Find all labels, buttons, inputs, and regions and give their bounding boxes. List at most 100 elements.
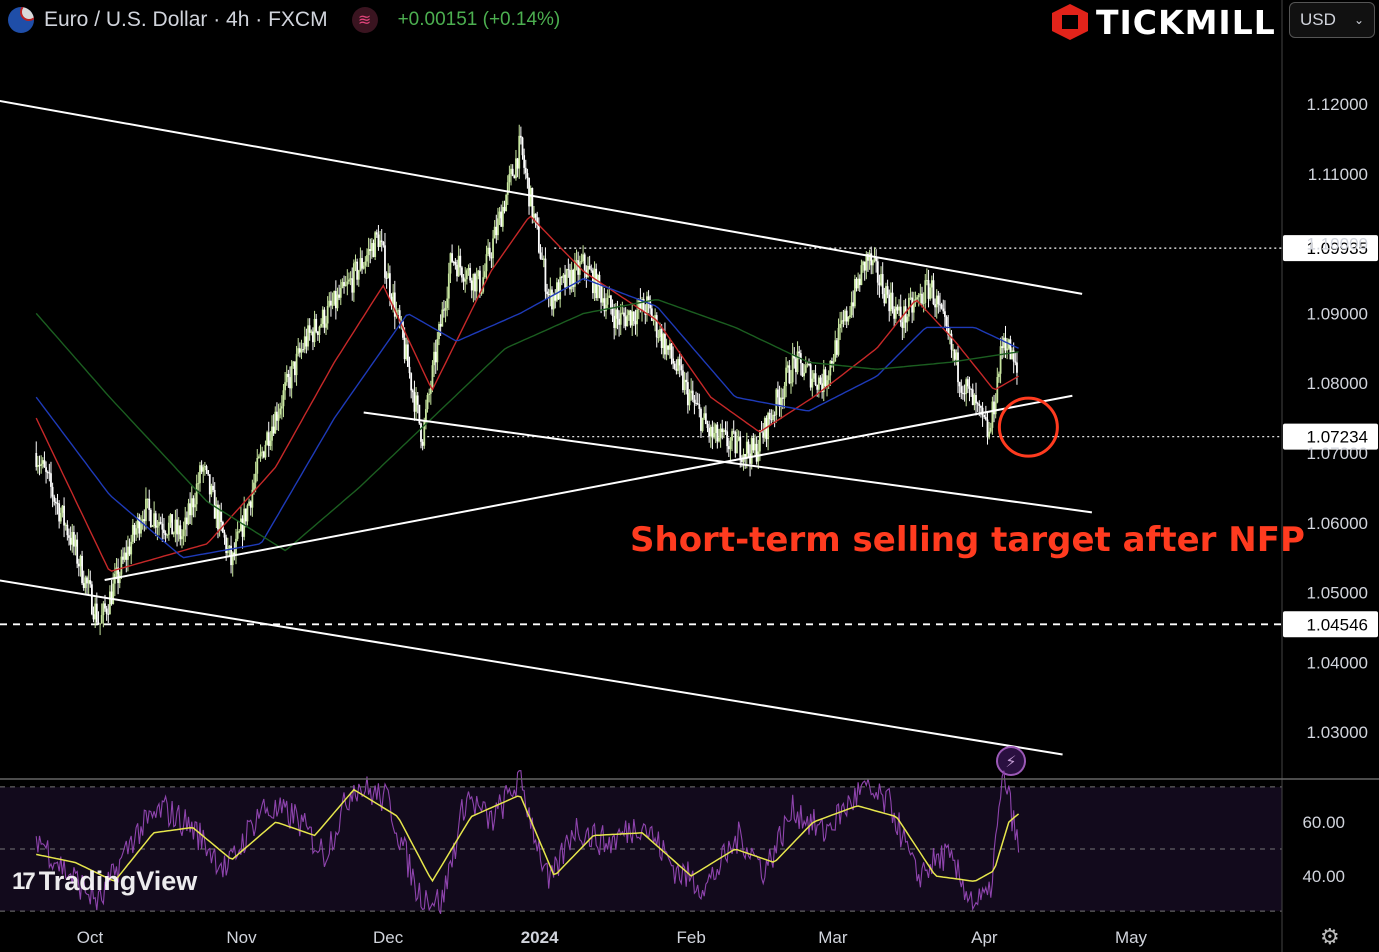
candle-body (405, 344, 408, 360)
candle-body (330, 300, 332, 306)
candle-body (470, 280, 473, 291)
candle-body (675, 368, 678, 371)
candle-body (569, 270, 571, 290)
candle-body (932, 280, 935, 305)
price-mark-label: 1.04546 (1307, 615, 1368, 634)
candle-body (336, 294, 339, 309)
candle-body (38, 465, 41, 467)
candle-body (652, 320, 655, 322)
candle-body (539, 252, 542, 259)
candle-body (927, 280, 930, 299)
chevron-down-icon: ⌄ (1353, 13, 1364, 27)
candle-body (253, 482, 255, 490)
candle-body (641, 298, 643, 310)
candle-body (623, 312, 625, 317)
candle-body (831, 361, 833, 364)
candle-body (441, 309, 444, 327)
candle-body (447, 273, 450, 299)
candle-body (84, 577, 87, 589)
candle-body (372, 243, 375, 258)
candle-body (603, 298, 606, 312)
candle-body (290, 365, 293, 389)
candle-body (61, 505, 64, 513)
candle-body (724, 430, 727, 432)
candle-body (642, 298, 645, 311)
candle-body (534, 213, 537, 218)
candle-body (773, 414, 776, 416)
candle-body (816, 384, 819, 390)
x-tick-label: Apr (971, 928, 998, 947)
currency-select[interactable]: USD ⌄ (1289, 2, 1375, 38)
candle-body (177, 525, 180, 535)
candle-body (205, 466, 208, 471)
candle-body (213, 489, 216, 519)
candle-body (362, 265, 365, 269)
candle-body (474, 273, 476, 292)
candle-body (140, 524, 142, 534)
settings-gear-icon[interactable]: ⚙ (1320, 924, 1340, 949)
x-tick-label: Nov (226, 928, 257, 947)
candle-body (298, 348, 301, 353)
y-tick-label: 1.08000 (1307, 374, 1368, 393)
candle-body (1004, 337, 1007, 351)
candle-body (72, 532, 75, 547)
candle-body (274, 411, 277, 434)
candle-body (853, 279, 856, 307)
symbol-title[interactable]: Euro / U.S. Dollar · 4h · FXCM (44, 8, 328, 31)
candle-body (722, 430, 725, 432)
candle-body (994, 402, 997, 415)
candle-body (302, 349, 305, 351)
candle-body (732, 431, 735, 433)
candle-body (164, 532, 167, 535)
candle-body (357, 270, 360, 280)
candle-body (68, 535, 70, 538)
candle-body (506, 182, 509, 195)
candle-body (397, 310, 399, 312)
candle-body (456, 264, 458, 277)
candle-body (762, 432, 765, 438)
candle-body (176, 519, 178, 535)
candle-body (393, 292, 396, 317)
candle-body (991, 401, 994, 428)
candle-body (267, 432, 270, 446)
candle-body (873, 257, 876, 261)
candle-body (276, 411, 278, 421)
rsi-tick-label: 60.00 (1302, 813, 1345, 832)
candle-body (145, 498, 147, 522)
candle-body (403, 337, 406, 360)
candle-body (151, 526, 154, 528)
candle-body (154, 513, 157, 528)
candle-body (443, 309, 445, 311)
candle-body (202, 467, 205, 472)
candle-body (146, 498, 149, 500)
candle-body (855, 279, 858, 289)
candle-body (51, 486, 54, 497)
candle-body (747, 441, 750, 454)
candle-body (881, 274, 884, 295)
candle-body (551, 289, 553, 310)
moving-average-line (35, 278, 1019, 559)
candle-body (559, 276, 562, 300)
candle-body (361, 258, 363, 269)
candle-body (688, 393, 691, 406)
candle-body (588, 266, 591, 270)
candle-body (190, 498, 193, 516)
candle-body (883, 294, 886, 304)
candle-body (518, 135, 521, 169)
candle-body (670, 343, 673, 359)
candle-body (690, 390, 693, 394)
candle-body (968, 386, 971, 389)
candle-body (685, 379, 688, 383)
candle-body (433, 351, 435, 366)
candle-body (899, 306, 902, 323)
indicator-wave-icon[interactable]: ≋ (351, 7, 378, 33)
candle-body (549, 289, 552, 296)
candle-body (827, 375, 830, 381)
candle-body (235, 538, 237, 556)
candle-body (282, 390, 285, 407)
candle-body (318, 326, 321, 335)
candle-body (380, 240, 383, 242)
candle-body (862, 261, 864, 266)
candle-body (351, 278, 354, 293)
